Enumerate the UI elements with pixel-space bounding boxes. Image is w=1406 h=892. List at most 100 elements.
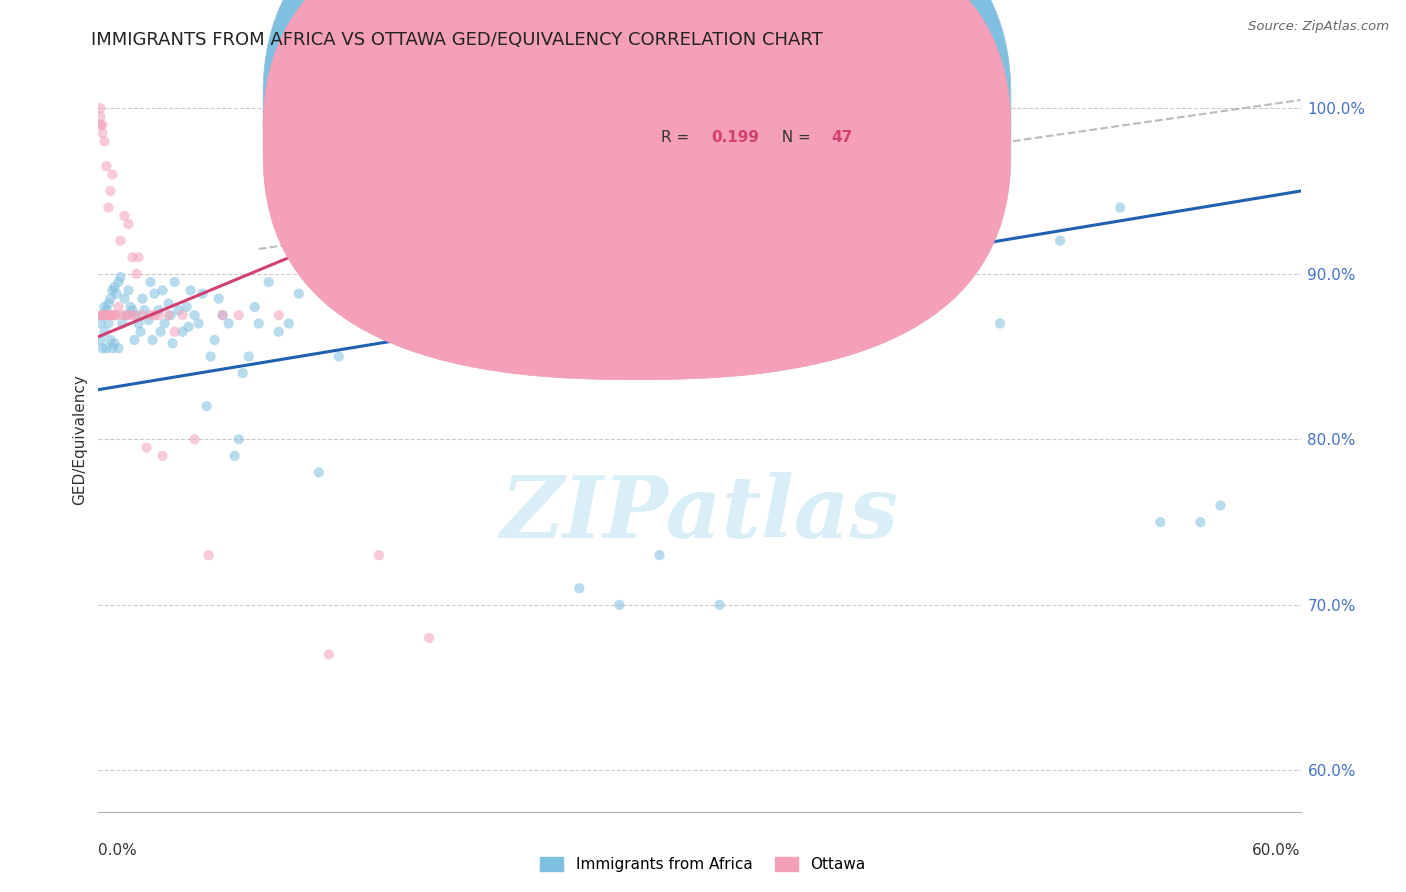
Point [167, 303, 190, 318]
Point [101, 283, 124, 297]
Point [568, 581, 591, 595]
Point [141, 333, 163, 347]
Text: R =: R = [661, 130, 695, 145]
Point [120, 300, 142, 314]
Text: R =: R = [661, 96, 695, 112]
Point [103, 336, 125, 351]
Text: 0.252: 0.252 [711, 96, 759, 112]
Point [208, 292, 231, 306]
Point [128, 317, 150, 331]
Point [134, 303, 156, 318]
Point [93, 300, 115, 314]
Point [243, 300, 266, 314]
Point [157, 296, 180, 310]
Point [163, 275, 186, 289]
Point [131, 292, 153, 306]
Point [152, 283, 174, 297]
Point [107, 341, 129, 355]
Point [111, 308, 134, 322]
Text: 0.199: 0.199 [711, 130, 759, 145]
Text: N =: N = [772, 130, 815, 145]
Point [149, 325, 172, 339]
Point [1109, 201, 1132, 215]
Point [328, 350, 350, 364]
Text: ZIPatlas: ZIPatlas [501, 472, 898, 556]
Point [427, 275, 450, 289]
Point [121, 250, 143, 264]
Point [93, 134, 115, 148]
Text: Source: ZipAtlas.com: Source: ZipAtlas.com [1249, 20, 1389, 33]
Point [97, 201, 120, 215]
Point [121, 303, 143, 318]
Point [1049, 234, 1071, 248]
Point [91, 118, 114, 132]
Point [418, 631, 440, 645]
Y-axis label: GED/Equivalency: GED/Equivalency [72, 374, 87, 505]
Point [97, 308, 120, 322]
Point [139, 275, 162, 289]
Point [135, 441, 157, 455]
Point [648, 548, 671, 562]
Point [232, 366, 254, 380]
Point [114, 292, 136, 306]
Point [163, 325, 186, 339]
Point [211, 308, 233, 322]
Point [609, 598, 631, 612]
Point [191, 286, 214, 301]
Text: 47: 47 [832, 130, 853, 145]
Point [368, 317, 391, 331]
Text: 89: 89 [832, 96, 853, 112]
Point [849, 300, 872, 314]
Point [200, 350, 222, 364]
Point [128, 250, 150, 264]
Point [89, 333, 111, 347]
Point [228, 432, 250, 446]
Point [929, 267, 952, 281]
Point [115, 308, 138, 322]
Point [110, 270, 132, 285]
Point [183, 308, 205, 322]
Point [97, 317, 120, 331]
Point [277, 317, 299, 331]
Point [103, 280, 125, 294]
Point [159, 308, 181, 322]
Point [187, 317, 209, 331]
Text: 0.0%: 0.0% [98, 843, 138, 858]
Point [138, 313, 160, 327]
Point [267, 308, 290, 322]
Point [96, 341, 118, 355]
Point [96, 308, 118, 322]
FancyBboxPatch shape [263, 0, 1011, 346]
Text: N =: N = [772, 96, 815, 112]
Point [107, 275, 129, 289]
Point [709, 598, 731, 612]
Point [148, 308, 170, 322]
Point [183, 432, 205, 446]
Point [508, 317, 530, 331]
Point [100, 308, 122, 322]
Point [988, 317, 1011, 331]
Point [247, 317, 270, 331]
Point [91, 126, 114, 140]
Point [93, 325, 115, 339]
Point [143, 308, 166, 322]
Point [89, 308, 111, 322]
Point [157, 308, 180, 322]
Point [388, 286, 411, 301]
Point [180, 283, 202, 297]
Point [105, 286, 128, 301]
Point [115, 308, 138, 322]
Point [131, 308, 153, 322]
Point [347, 308, 370, 322]
Text: IMMIGRANTS FROM AFRICA VS OTTAWA GED/EQUIVALENCY CORRELATION CHART: IMMIGRANTS FROM AFRICA VS OTTAWA GED/EQU… [91, 31, 823, 49]
Point [257, 275, 280, 289]
Point [152, 449, 174, 463]
Point [1209, 499, 1232, 513]
Point [91, 308, 114, 322]
Point [218, 317, 240, 331]
Point [101, 308, 124, 322]
Point [97, 296, 120, 310]
Point [368, 548, 391, 562]
Point [139, 308, 162, 322]
Point [125, 308, 148, 322]
